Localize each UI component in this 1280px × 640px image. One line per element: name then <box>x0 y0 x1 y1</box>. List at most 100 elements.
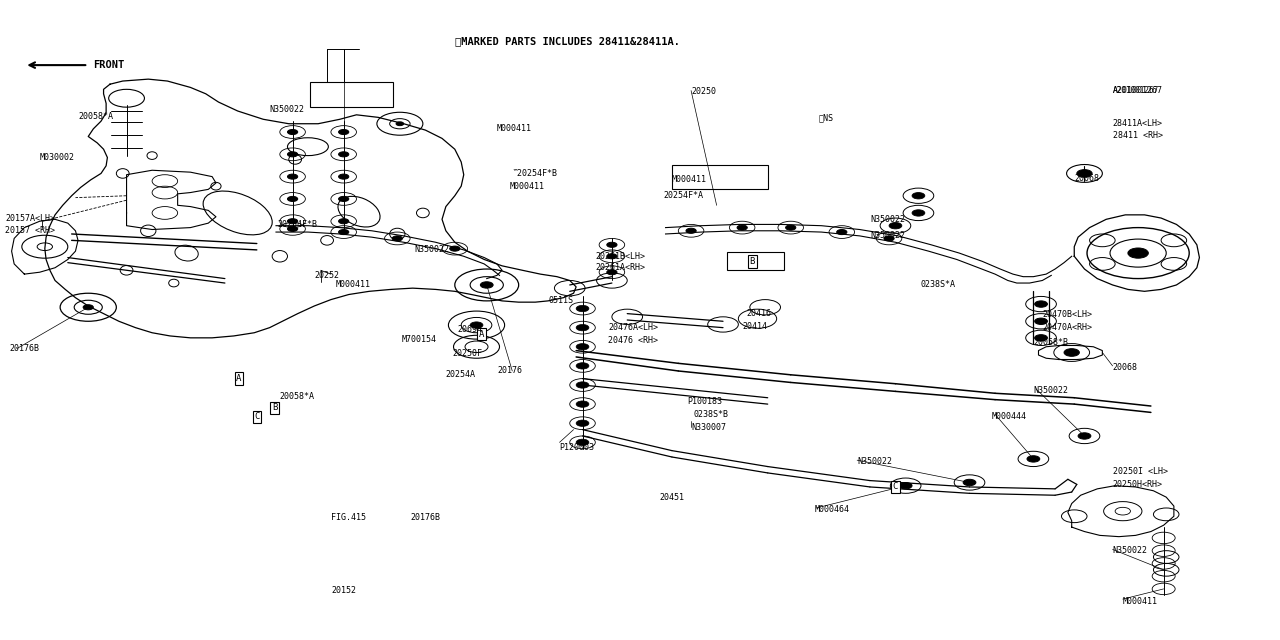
Text: N350022: N350022 <box>858 457 892 466</box>
FancyBboxPatch shape <box>672 165 768 189</box>
Circle shape <box>963 479 975 486</box>
Text: N350022: N350022 <box>1112 546 1148 555</box>
Text: M000411: M000411 <box>672 175 707 184</box>
Circle shape <box>900 483 913 489</box>
Circle shape <box>1076 170 1092 177</box>
Text: B: B <box>750 257 755 266</box>
Text: 20176B: 20176B <box>9 344 40 353</box>
Circle shape <box>913 210 925 216</box>
Text: ※MARKED PARTS INCLUDES 28411&28411A.: ※MARKED PARTS INCLUDES 28411&28411A. <box>454 36 680 46</box>
Text: 28411 <RH>: 28411 <RH> <box>1112 131 1162 140</box>
Circle shape <box>449 246 460 251</box>
Circle shape <box>288 174 298 179</box>
Text: 20157A<LH>: 20157A<LH> <box>5 214 55 223</box>
Text: A: A <box>237 374 242 383</box>
Circle shape <box>576 439 589 445</box>
Text: ‷20254F*B: ‷20254F*B <box>512 169 557 178</box>
Circle shape <box>607 253 617 259</box>
Circle shape <box>392 236 402 241</box>
Text: M000411: M000411 <box>497 124 532 133</box>
Text: N350022: N350022 <box>870 232 905 241</box>
Text: M000411: M000411 <box>509 182 545 191</box>
Text: 20261A<RH>: 20261A<RH> <box>595 263 645 272</box>
Circle shape <box>1078 433 1091 439</box>
Circle shape <box>1034 335 1047 341</box>
Circle shape <box>884 236 895 241</box>
Text: 20058*A: 20058*A <box>78 111 113 120</box>
Circle shape <box>576 401 589 407</box>
Text: C: C <box>255 412 260 421</box>
Text: 20058*B: 20058*B <box>1033 338 1069 347</box>
Text: 20252: 20252 <box>315 271 339 280</box>
Text: 20068: 20068 <box>1074 174 1100 183</box>
Circle shape <box>339 174 348 179</box>
Circle shape <box>83 305 93 310</box>
Text: 20152: 20152 <box>332 586 356 595</box>
Text: C: C <box>892 483 899 492</box>
Text: 0238S*A: 0238S*A <box>922 280 956 289</box>
Text: A201001267: A201001267 <box>1112 86 1158 95</box>
Text: M030002: M030002 <box>40 153 74 162</box>
Text: B: B <box>273 403 278 412</box>
Text: 0511S: 0511S <box>548 296 573 305</box>
Text: 20176B: 20176B <box>410 513 440 522</box>
Text: ※NS: ※NS <box>819 113 833 122</box>
Circle shape <box>470 322 483 328</box>
Circle shape <box>339 129 348 134</box>
Circle shape <box>1034 301 1047 307</box>
Text: A201001267: A201001267 <box>1112 86 1162 95</box>
Text: 20254A: 20254A <box>445 370 476 379</box>
Text: 28411A<LH>: 28411A<LH> <box>1112 119 1162 128</box>
Circle shape <box>1128 248 1148 258</box>
Text: 20254F*B: 20254F*B <box>278 220 317 229</box>
Text: 20416: 20416 <box>746 309 771 318</box>
Text: 20250I <LH>: 20250I <LH> <box>1112 467 1167 476</box>
Text: 20250: 20250 <box>691 88 716 97</box>
Circle shape <box>890 223 902 229</box>
Text: 20157 <RH>: 20157 <RH> <box>5 227 55 236</box>
Text: 20250F: 20250F <box>452 349 483 358</box>
Text: A: A <box>479 330 484 339</box>
Circle shape <box>288 227 298 232</box>
Text: N350022: N350022 <box>870 215 905 224</box>
Circle shape <box>576 305 589 312</box>
Circle shape <box>607 243 617 247</box>
Circle shape <box>913 193 925 199</box>
Circle shape <box>1027 456 1039 462</box>
Text: M000411: M000411 <box>1123 597 1158 606</box>
Text: 20254F*A: 20254F*A <box>663 191 703 200</box>
Circle shape <box>339 152 348 157</box>
Circle shape <box>288 196 298 202</box>
Circle shape <box>396 122 403 125</box>
Text: 20476A<LH>: 20476A<LH> <box>608 323 658 332</box>
Circle shape <box>576 382 589 388</box>
Circle shape <box>1064 349 1079 356</box>
Text: FRONT: FRONT <box>93 60 124 70</box>
Text: N330007: N330007 <box>691 422 726 431</box>
Text: 20068: 20068 <box>1112 364 1138 372</box>
Circle shape <box>288 152 298 157</box>
Text: 20470B<LH>: 20470B<LH> <box>1042 310 1092 319</box>
Circle shape <box>339 219 348 224</box>
Text: 20261B<LH>: 20261B<LH> <box>595 252 645 260</box>
Text: 20414: 20414 <box>742 322 767 331</box>
Text: 20176: 20176 <box>497 367 522 376</box>
Text: 20694: 20694 <box>457 325 483 334</box>
FancyBboxPatch shape <box>311 83 393 106</box>
Circle shape <box>576 363 589 369</box>
Text: P120003: P120003 <box>559 443 594 452</box>
Text: N350022: N350022 <box>413 245 449 255</box>
Circle shape <box>737 225 748 230</box>
Circle shape <box>339 230 348 235</box>
Text: 20058*A: 20058*A <box>280 392 315 401</box>
Circle shape <box>339 196 348 202</box>
Circle shape <box>1034 318 1047 324</box>
Circle shape <box>480 282 493 288</box>
Text: N350022: N350022 <box>1033 385 1069 395</box>
Circle shape <box>686 228 696 234</box>
Text: 20250H<RH>: 20250H<RH> <box>1112 480 1162 489</box>
Text: N350022: N350022 <box>270 105 305 114</box>
Text: M000444: M000444 <box>991 412 1027 421</box>
Text: P100183: P100183 <box>687 397 722 406</box>
Circle shape <box>607 269 617 275</box>
